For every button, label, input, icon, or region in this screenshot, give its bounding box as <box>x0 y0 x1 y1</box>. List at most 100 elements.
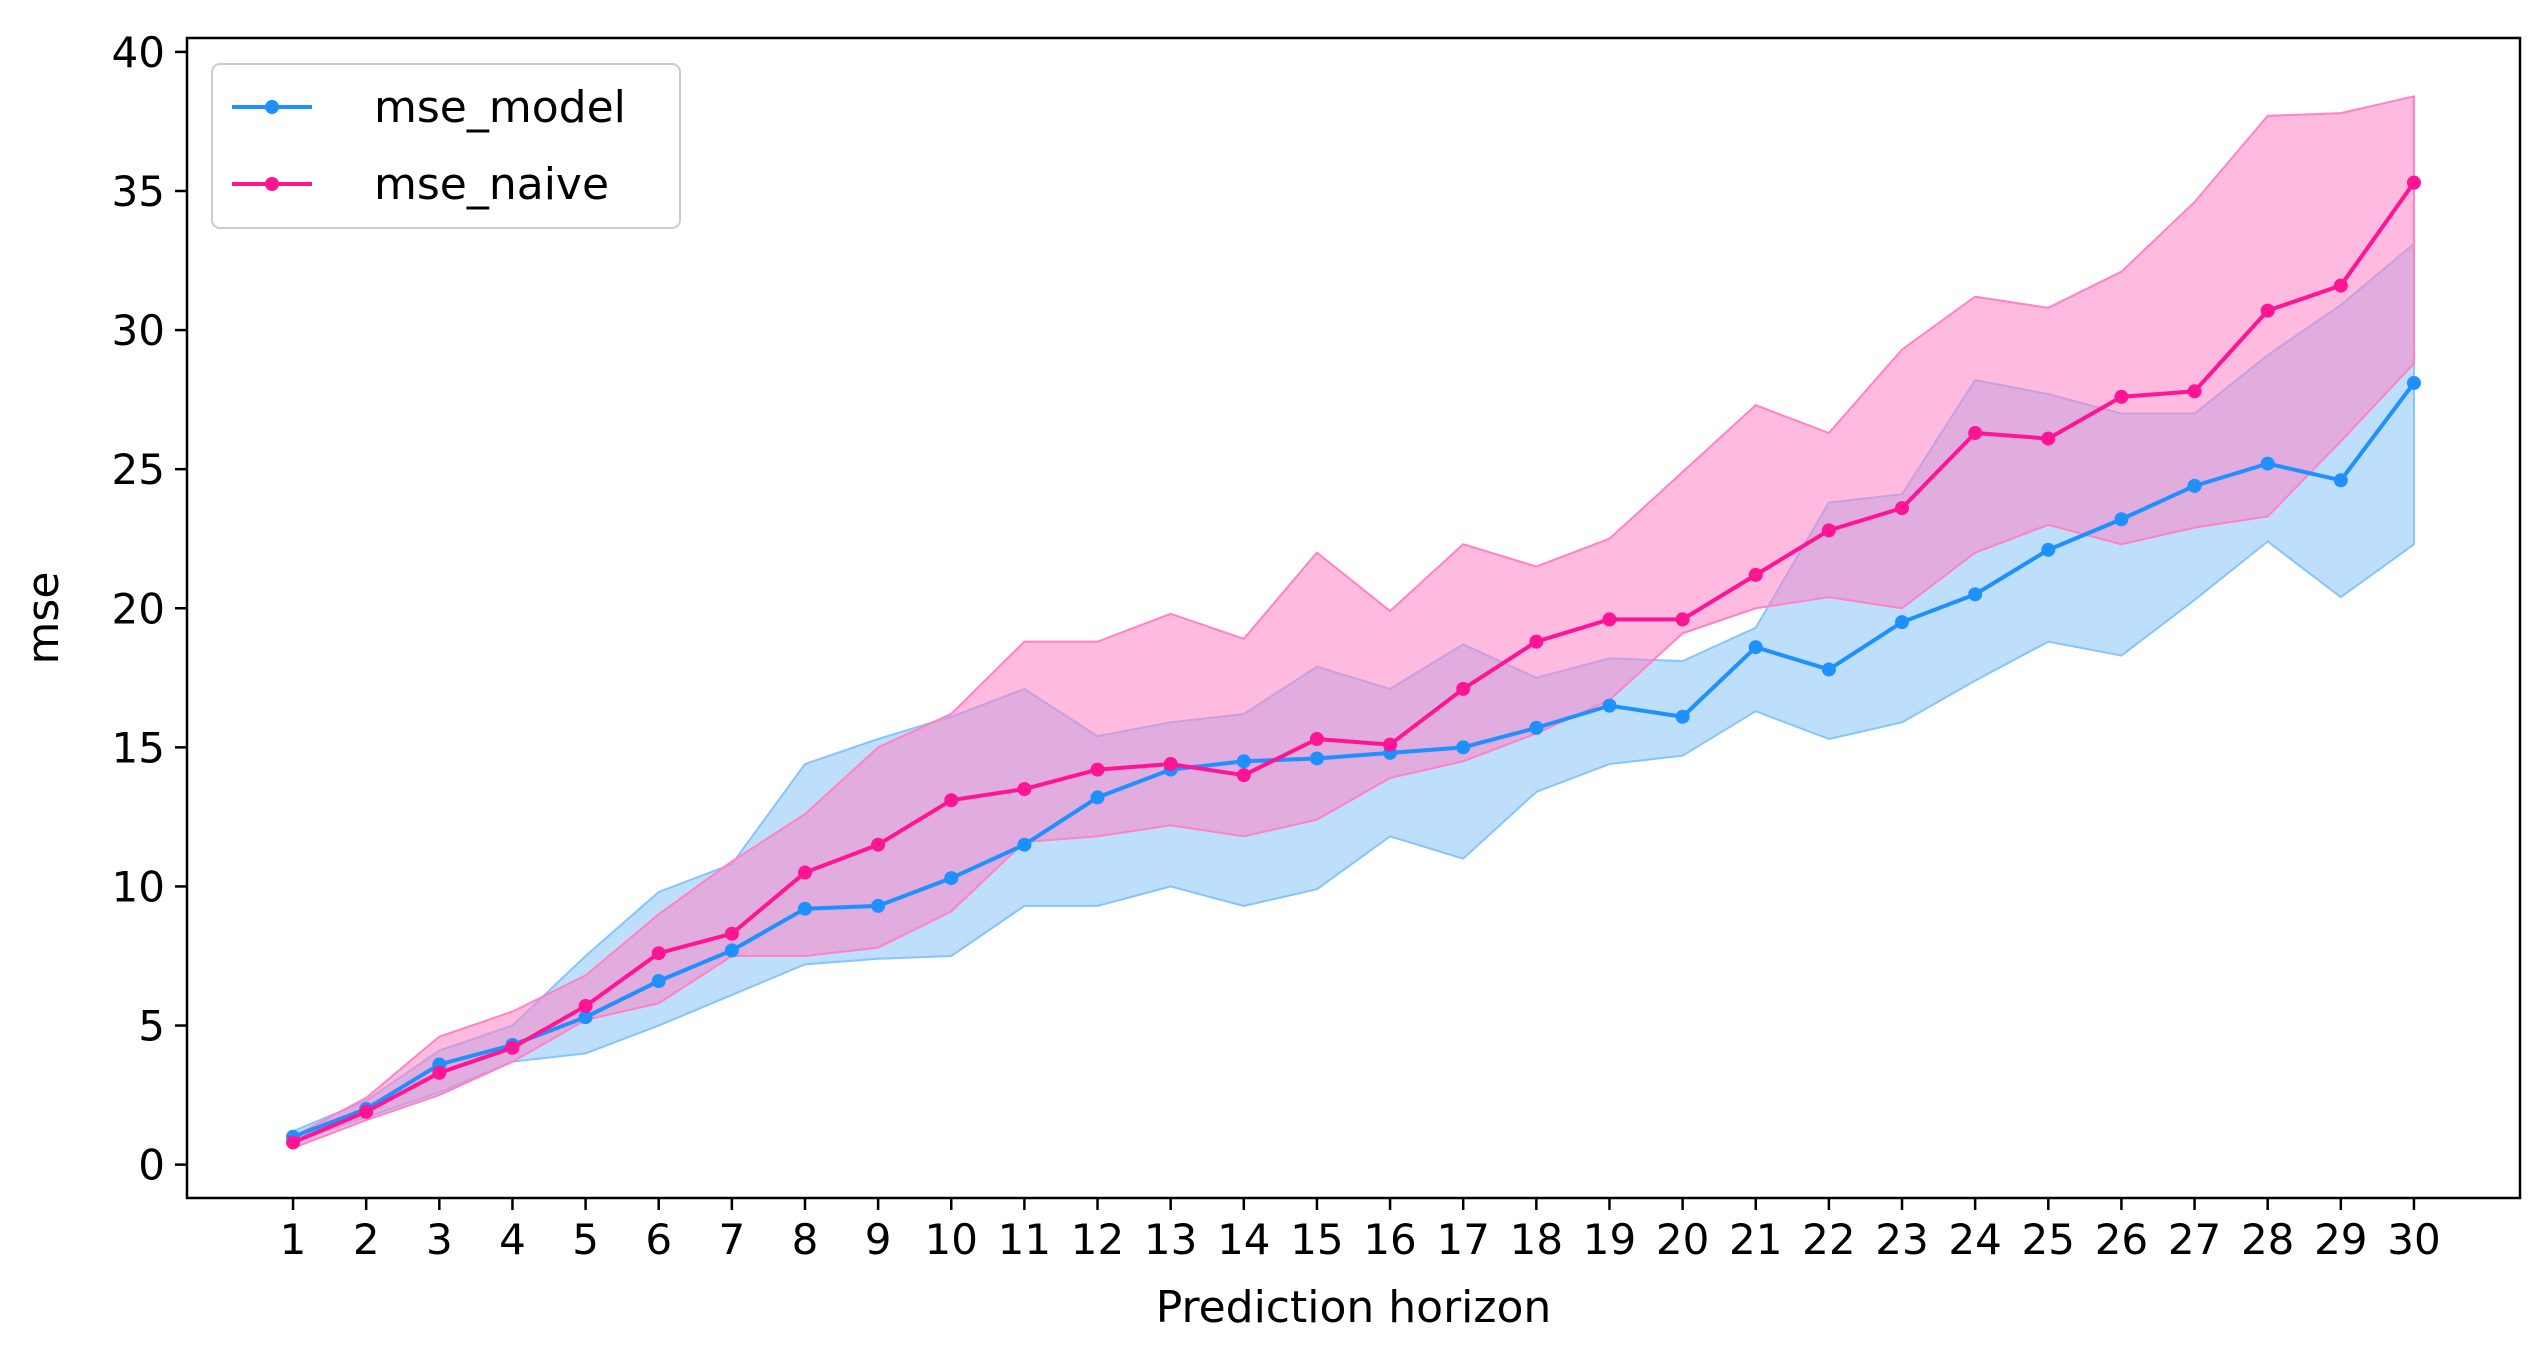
x-tick-label: 11 <box>998 1215 1051 1264</box>
mse_model-point <box>871 898 886 913</box>
mse_naive-point <box>1383 737 1398 752</box>
mse_model-point <box>944 871 959 886</box>
legend-box <box>211 63 681 229</box>
x-tick-label: 16 <box>1363 1215 1416 1264</box>
x-tick-label: 24 <box>1948 1215 2001 1264</box>
mse_naive-legend-marker <box>265 177 279 191</box>
mse_model-point <box>2114 512 2129 527</box>
x-tick-label: 27 <box>2168 1215 2221 1264</box>
mse_model-line <box>292 381 2416 1139</box>
x-tick-label: 1 <box>280 1215 307 1264</box>
mse_model-point <box>1090 790 1105 805</box>
y-axis-label: mse <box>18 572 69 665</box>
mse_naive-point <box>2333 278 2348 293</box>
mse_model-point <box>1968 587 1983 602</box>
x-tick-label: 9 <box>865 1215 892 1264</box>
mse_model-point <box>2406 375 2421 390</box>
x-tick-label: 26 <box>2095 1215 2148 1264</box>
mse_naive-point <box>2260 303 2275 318</box>
x-tick-label: 12 <box>1071 1215 1124 1264</box>
mse_model-point <box>1821 662 1836 677</box>
mse_model-point <box>1017 837 1032 852</box>
y-tick-label: 40 <box>112 28 165 77</box>
mse_model-point <box>2187 478 2202 493</box>
mse_naive-point <box>1529 634 1544 649</box>
x-tick-label: 19 <box>1583 1215 1636 1264</box>
mse_naive-point <box>505 1040 520 1055</box>
mse_naive-legend-label: mse_naive <box>374 159 609 210</box>
x-tick-label: 23 <box>1875 1215 1928 1264</box>
mse_naive-point <box>1602 612 1617 627</box>
mse_naive-point <box>2406 175 2421 190</box>
x-tick-label: 2 <box>353 1215 380 1264</box>
mse_naive-point <box>1895 501 1910 516</box>
mse_model-point <box>1675 709 1690 724</box>
x-tick-label: 14 <box>1217 1215 1270 1264</box>
x-tick-label: 6 <box>645 1215 672 1264</box>
x-tick-label: 22 <box>1802 1215 1855 1264</box>
y-tick-label: 0 <box>138 1141 165 1190</box>
mse_model-point <box>1602 698 1617 713</box>
mse_model-point <box>2041 542 2056 557</box>
x-tick-label: 21 <box>1729 1215 1782 1264</box>
mse_naive-point <box>1675 612 1690 627</box>
mse_naive-point <box>2114 389 2129 404</box>
mse_model-point <box>1895 615 1910 630</box>
mse_naive-point <box>1309 732 1324 747</box>
y-tick-label: 15 <box>112 723 165 772</box>
mse_naive-point <box>578 999 593 1014</box>
y-tick-label: 35 <box>112 167 165 216</box>
mse_model-point <box>1529 720 1544 735</box>
mse_naive-point <box>1821 523 1836 538</box>
mse_naive-point <box>1017 782 1032 797</box>
mse_naive-point <box>1748 567 1763 582</box>
x-tick-label: 13 <box>1144 1215 1197 1264</box>
mse_model-point <box>1748 640 1763 655</box>
y-tick-label: 5 <box>138 1002 165 1051</box>
x-axis-ticks: 1 2 3 4 5 6 7 8 9 10 11 12 13 14 15 16 17 18 19 20 21 22 23 24 2… <box>280 1198 2441 1264</box>
mse_model-point <box>1236 754 1251 769</box>
confidence-bands <box>292 95 2415 1150</box>
x-tick-label: 30 <box>2387 1215 2440 1264</box>
legend: mse_model mse_naive <box>211 63 681 229</box>
mse_naive-point <box>1968 426 1983 441</box>
x-tick-label: 4 <box>499 1215 526 1264</box>
x-tick-label: 15 <box>1290 1215 1343 1264</box>
x-tick-label: 17 <box>1436 1215 1489 1264</box>
mse_naive-point <box>724 926 739 941</box>
mse_naive-point <box>1456 681 1471 696</box>
series-lines <box>286 175 2421 1150</box>
mse_model-legend-marker <box>265 100 279 114</box>
x-tick-label: 10 <box>925 1215 978 1264</box>
mse_model-point <box>1456 740 1471 755</box>
mse_naive-point <box>944 793 959 808</box>
mse_naive-band <box>292 95 2415 1150</box>
mse_model-point <box>797 901 812 916</box>
x-tick-label: 8 <box>792 1215 819 1264</box>
y-tick-label: 20 <box>112 584 165 633</box>
mse_naive-point <box>1163 757 1178 772</box>
plot-area-frame <box>185 36 2522 1200</box>
x-tick-label: 5 <box>572 1215 599 1264</box>
y-tick-label: 10 <box>112 862 165 911</box>
x-tick-label: 25 <box>2022 1215 2075 1264</box>
mse_naive-line <box>292 181 2416 1145</box>
y-axis-ticks: 0 5 10 15 20 25 30 35 40 <box>112 28 187 1190</box>
x-tick-label: 20 <box>1656 1215 1709 1264</box>
x-axis-label: Prediction horizon <box>1156 1282 1552 1333</box>
mse_model-point <box>1309 751 1324 766</box>
x-tick-label: 28 <box>2241 1215 2294 1264</box>
x-tick-label: 29 <box>2314 1215 2367 1264</box>
mse_model-point <box>2260 456 2275 471</box>
mse_naive-point <box>359 1104 374 1119</box>
mse_naive-point <box>432 1065 447 1080</box>
mse_model-point <box>2333 473 2348 488</box>
mse_naive-point <box>1090 762 1105 777</box>
mse_naive-point <box>2041 431 2056 446</box>
mse_naive-point <box>871 837 886 852</box>
y-tick-label: 30 <box>112 306 165 355</box>
mse_naive-point <box>651 946 666 961</box>
mse_naive-point <box>2187 384 2202 399</box>
mse_naive-point <box>1236 768 1251 783</box>
